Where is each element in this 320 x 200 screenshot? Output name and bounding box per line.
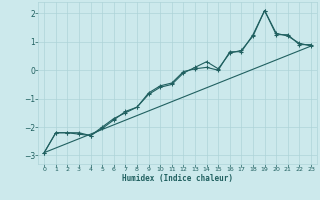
X-axis label: Humidex (Indice chaleur): Humidex (Indice chaleur): [122, 174, 233, 183]
